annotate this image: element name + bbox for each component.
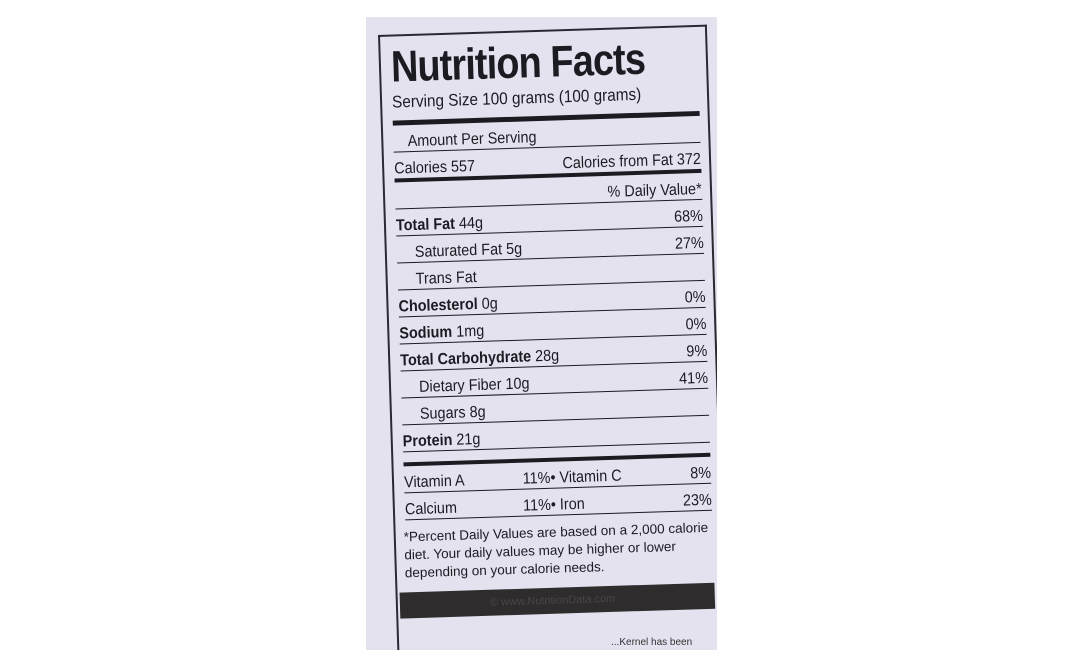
nutrient-label: Protein 21g [403, 431, 481, 451]
copyright: © www.NutritionData.com [489, 592, 616, 609]
nutrition-label-photo: Nutrition Facts Serving Size 100 grams (… [366, 17, 717, 650]
nutrient-amount: 21g [456, 430, 481, 449]
nutrient-name: Saturated Fat [414, 241, 503, 261]
nutrient-amount: 1mg [455, 322, 485, 341]
nutrient-dv: 0% [685, 315, 707, 334]
nutrient-dv: 0% [684, 288, 706, 307]
nutrient-label: Cholesterol 0g [398, 295, 498, 316]
nutrient-amount: 5g [505, 240, 523, 259]
copyright-bar: © www.NutritionData.com [399, 582, 716, 619]
nutrient-amount: 8g [469, 403, 486, 422]
nutrient-dv: 27% [674, 234, 704, 253]
daily-value-header: % Daily Value* [607, 180, 703, 201]
nutrient-dv: 41% [678, 369, 709, 388]
nutrient-name: Total Fat [395, 215, 456, 235]
nutrient-label: Sugars 8g [402, 404, 486, 425]
nutrient-amount: 10g [505, 375, 530, 394]
calories-from-fat: Calories from Fat 372 [562, 150, 702, 173]
nutrient-label: Sodium 1mg [399, 323, 484, 344]
nutrient-name: Cholesterol [398, 296, 478, 316]
nutrient-name: Protein [402, 431, 453, 451]
nutrient-name: Sodium [399, 323, 453, 343]
nutrient-dv: 68% [673, 207, 704, 226]
vitamin-left-dv: 11%• [522, 496, 557, 515]
vitamin-right: Vitamin C [559, 467, 622, 487]
vitamin-right-dv: 23% [682, 491, 713, 510]
vitamin-right-dv: 8% [689, 464, 712, 483]
vitamin-left: Calcium [404, 499, 458, 519]
label-title: Nutrition Facts [390, 34, 646, 92]
footnote: *Percent Daily Values are based on a 2,0… [403, 519, 709, 581]
nutrient-name: Total Carbohydrate [399, 348, 532, 370]
calories: Calories 557 [393, 158, 476, 178]
nutrient-amount: 0g [481, 295, 499, 313]
nutrition-facts-panel: Nutrition Facts Serving Size 100 grams (… [378, 24, 717, 650]
bottom-text: ...Kernel has been [611, 637, 693, 648]
vitamin-left-dv-group: 11%• Iron [523, 493, 672, 516]
nutrient-label: Trans Fat [397, 269, 477, 289]
nutrient-name: Trans Fat [415, 269, 478, 288]
vitamin-right: Iron [559, 495, 585, 514]
nutrient-label: Total Fat 44g [396, 215, 483, 236]
nutrient-dv: 9% [686, 342, 708, 361]
nutrient-amount: 28g [534, 347, 560, 366]
nutrient-name: Sugars [419, 404, 466, 423]
nutrient-amount: 44g [458, 214, 484, 233]
vitamin-left-dv: 11%• [522, 469, 556, 488]
nutrient-name: Dietary Fiber [418, 376, 502, 396]
vitamin-left: Vitamin A [403, 472, 465, 492]
